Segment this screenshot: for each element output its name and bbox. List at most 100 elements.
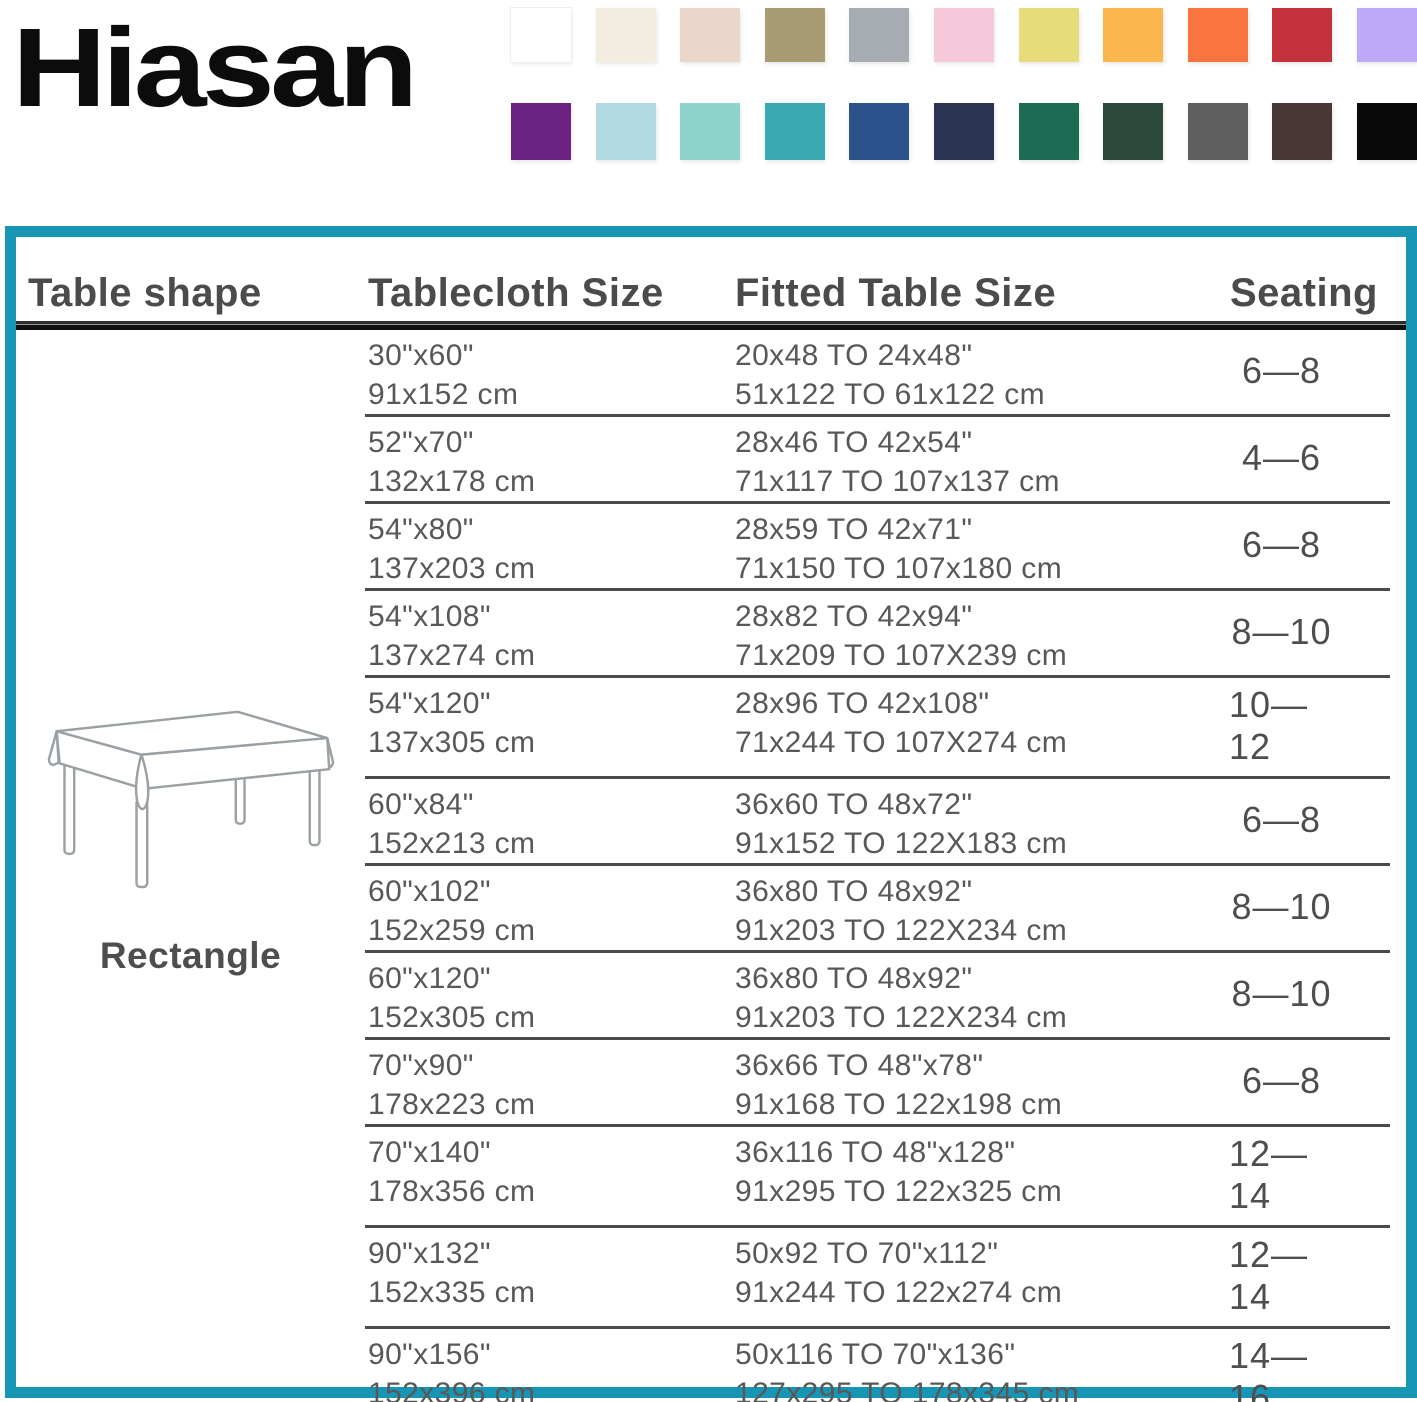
tablecloth-size-cm: 152x259 cm — [368, 914, 536, 947]
fitted-size-cell: 36x60 TO 48x72" 91x152 TO 122X183 cm — [732, 785, 1229, 863]
color-swatch-black — [1356, 103, 1417, 160]
fitted-size-cm: 91x203 TO 122X234 cm — [735, 1001, 1068, 1034]
tablecloth-size-cell: 60"x120" 152x305 cm — [365, 959, 732, 1037]
size-chart-body: Rectangle 30"x60" 91x152 cm 20x48 TO 24x… — [16, 330, 1406, 1402]
color-swatch-aqua — [680, 103, 741, 160]
tablecloth-size-cell: 54"x120" 137x305 cm — [365, 684, 732, 776]
fitted-size-cell: 28x59 TO 42x71" 71x150 TO 107x180 cm — [732, 510, 1229, 588]
tablecloth-size-cm: 137x305 cm — [368, 726, 536, 759]
table-row: 54"x108" 137x274 cm 28x82 TO 42x94" 71x2… — [365, 591, 1390, 678]
tablecloth-size-cell: 54"x80" 137x203 cm — [365, 510, 732, 588]
table-row: 90"x156" 152x396 cm 50x116 TO 70"x136" 1… — [365, 1329, 1390, 1402]
tablecloth-size-cm: 152x213 cm — [368, 827, 536, 860]
size-chart-header-row: Table shape Tablecloth Size Fitted Table… — [16, 237, 1406, 321]
color-swatch-dark-brown — [1272, 103, 1333, 160]
fitted-size-cell: 36x116 TO 48"x128" 91x295 TO 122x325 cm — [732, 1133, 1229, 1225]
tablecloth-size-inches: 52"x70" — [368, 426, 474, 459]
tablecloth-size-cm: 178x356 cm — [368, 1175, 536, 1208]
fitted-size-cm: 71x244 TO 107X274 cm — [735, 726, 1068, 759]
fitted-size-inches: 28x59 TO 42x71" — [735, 513, 973, 546]
table-shape-column: Rectangle — [16, 330, 365, 1387]
seating-capacity: 6—8 — [1241, 524, 1322, 565]
color-swatch-beige — [680, 8, 741, 62]
fitted-size-inches: 50x116 TO 70"x136" — [735, 1338, 1016, 1371]
column-header-seating: Seating — [1230, 271, 1378, 315]
fitted-size-cell: 28x46 TO 42x54" 71x117 TO 107x137 cm — [732, 423, 1229, 501]
fitted-size-cm: 71x209 TO 107X239 cm — [735, 639, 1068, 672]
shape-label: Rectangle — [99, 935, 282, 977]
tablecloth-size-inches: 70"x90" — [368, 1049, 474, 1082]
seating-capacity: 12—14 — [1229, 1133, 1309, 1216]
fitted-size-cell: 20x48 TO 24x48" 51x122 TO 61x122 cm — [732, 336, 1229, 414]
color-swatch-teal — [764, 103, 825, 160]
fitted-size-cell: 28x96 TO 42x108" 71x244 TO 107X274 cm — [732, 684, 1229, 776]
tablecloth-size-cm: 152x305 cm — [368, 1001, 536, 1034]
tablecloth-size-cell: 60"x102" 152x259 cm — [365, 872, 732, 950]
seating-capacity: 10—12 — [1229, 684, 1309, 767]
fitted-size-cell: 50x92 TO 70"x112" 91x244 TO 122x274 cm — [732, 1234, 1229, 1326]
tablecloth-size-cell: 60"x84" 152x213 cm — [365, 785, 732, 863]
tablecloth-size-inches: 54"x108" — [368, 600, 491, 633]
color-swatch-red — [1272, 8, 1333, 62]
column-header-table-shape: Table shape — [28, 271, 262, 315]
tablecloth-size-inches: 60"x120" — [368, 962, 491, 995]
size-rows: 30"x60" 91x152 cm 20x48 TO 24x48" 51x122… — [365, 330, 1390, 1402]
fitted-size-inches: 36x116 TO 48"x128" — [735, 1136, 1016, 1169]
tablecloth-size-cm: 152x396 cm — [368, 1377, 536, 1402]
color-swatch-pink — [933, 8, 994, 62]
fitted-size-cm: 91x203 TO 122X234 cm — [735, 914, 1068, 947]
fitted-size-cm: 127x295 TO 178x345 cm — [735, 1377, 1080, 1402]
table-row: 60"x84" 152x213 cm 36x60 TO 48x72" 91x15… — [365, 779, 1390, 866]
table-row: 30"x60" 91x152 cm 20x48 TO 24x48" 51x122… — [365, 330, 1390, 417]
tablecloth-size-cm: 178x223 cm — [368, 1088, 536, 1121]
tablecloth-size-inches: 60"x102" — [368, 875, 491, 908]
tablecloth-size-cm: 137x203 cm — [368, 552, 536, 585]
color-swatch-lavender — [1356, 8, 1417, 62]
color-swatch-khaki — [764, 8, 825, 62]
fitted-size-cm: 91x152 TO 122X183 cm — [735, 827, 1068, 860]
color-swatch-white — [511, 8, 571, 62]
fitted-size-inches: 36x60 TO 48x72" — [735, 788, 973, 821]
fitted-size-inches: 28x96 TO 42x108" — [735, 687, 990, 720]
table-row: 54"x80" 137x203 cm 28x59 TO 42x71" 71x15… — [365, 504, 1390, 591]
tablecloth-size-cell: 70"x90" 178x223 cm — [365, 1046, 732, 1124]
swatch-row-1 — [511, 8, 1417, 62]
color-swatch-orange — [1187, 8, 1248, 62]
tablecloth-size-inches: 54"x120" — [368, 687, 491, 720]
header-divider-rule — [16, 321, 1406, 330]
seating-capacity: 6—8 — [1241, 350, 1322, 391]
color-swatch-dark-navy — [933, 103, 994, 160]
color-swatch-ivory — [595, 8, 656, 62]
fitted-size-inches: 28x82 TO 42x94" — [735, 600, 973, 633]
fitted-size-cm: 71x150 TO 107x180 cm — [735, 552, 1063, 585]
tablecloth-size-cell: 30"x60" 91x152 cm — [365, 336, 732, 414]
tablecloth-size-cm: 152x335 cm — [368, 1276, 536, 1309]
fitted-size-cm: 91x168 TO 122x198 cm — [735, 1088, 1063, 1121]
table-row: 70"x90" 178x223 cm 36x66 TO 48"x78" 91x1… — [365, 1040, 1390, 1127]
fitted-size-cell: 50x116 TO 70"x136" 127x295 TO 178x345 cm — [732, 1335, 1229, 1402]
table-row: 90"x132" 152x335 cm 50x92 TO 70"x112" 91… — [365, 1228, 1390, 1329]
column-header-fitted-table-size: Fitted Table Size — [735, 271, 1057, 315]
tablecloth-size-cm: 137x274 cm — [368, 639, 536, 672]
fitted-size-inches: 28x46 TO 42x54" — [735, 426, 973, 459]
seating-capacity: 8—10 — [1231, 973, 1332, 1014]
table-row: 70"x140" 178x356 cm 36x116 TO 48"x128" 9… — [365, 1127, 1390, 1228]
seating-capacity: 14—16 — [1229, 1335, 1309, 1402]
tablecloth-size-cm: 91x152 cm — [368, 378, 519, 411]
tablecloth-size-cm: 132x178 cm — [368, 465, 536, 498]
rectangle-table-icon — [47, 710, 334, 888]
fitted-size-cm: 91x244 TO 122x274 cm — [735, 1276, 1063, 1309]
tablecloth-size-inches: 90"x132" — [368, 1237, 491, 1270]
tablecloth-size-inches: 54"x80" — [368, 513, 474, 546]
color-swatch-navy-blue — [849, 103, 910, 160]
tablecloth-size-cell: 52"x70" 132x178 cm — [365, 423, 732, 501]
color-swatch-grid — [511, 8, 1417, 160]
fitted-size-cell: 28x82 TO 42x94" 71x209 TO 107X239 cm — [732, 597, 1229, 675]
tablecloth-size-inches: 90"x156" — [368, 1338, 491, 1371]
color-swatch-dark-gray — [1187, 103, 1248, 160]
tablecloth-size-cell: 70"x140" 178x356 cm — [365, 1133, 732, 1225]
fitted-size-cm: 71x117 TO 107x137 cm — [735, 465, 1060, 498]
color-swatch-purple — [511, 103, 571, 160]
swatch-row-2 — [511, 103, 1417, 160]
